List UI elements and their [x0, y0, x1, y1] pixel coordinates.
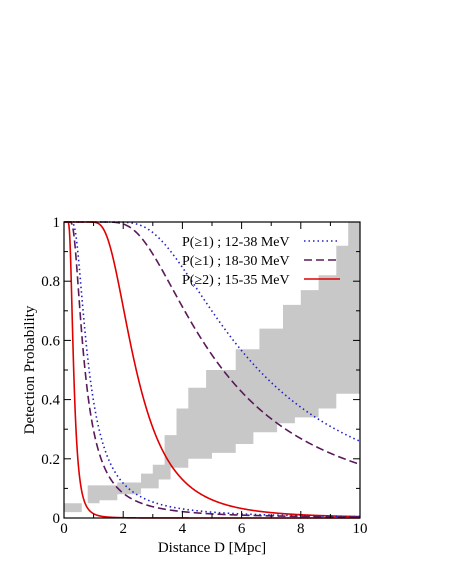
legend-entry: P(≥2) ; 15-35 MeV	[182, 273, 340, 288]
ticks-layer: 0 2 4 6 8 10 0 0.2 0.4 0.6 0.8 1	[41, 215, 367, 537]
x-tick-label: 6	[238, 521, 246, 537]
x-tick-label: 10	[353, 521, 368, 537]
y-tick-label: 0	[53, 511, 61, 527]
y-tick-label: 0.6	[41, 333, 60, 349]
x-tick-label: 8	[297, 521, 305, 537]
y-tick-label: 0.2	[41, 452, 60, 468]
x-tick-label: 0	[60, 521, 68, 537]
plot-area: 0 2 4 6 8 10 0 0.2 0.4 0.6 0.8 1	[41, 215, 367, 537]
legend-entry: P(≥1) ; 12-38 MeV	[182, 235, 340, 250]
legend-entry: P(≥1) ; 18-30 MeV	[182, 254, 340, 269]
uncertainty-band	[64, 222, 360, 513]
legend: P(≥1) ; 12-38 MeV P(≥1) ; 18-30 MeV P(≥2…	[182, 235, 340, 288]
legend-label: P(≥2) ; 15-35 MeV	[182, 273, 290, 288]
series-line	[64, 221, 361, 518]
y-axis-label: Detection Probability	[22, 305, 38, 434]
x-tick-label: 4	[179, 521, 187, 537]
series-line	[64, 221, 361, 443]
x-tick-label: 2	[119, 521, 127, 537]
series-line	[65, 221, 361, 518]
legend-label: P(≥1) ; 18-30 MeV	[182, 254, 290, 269]
y-tick-label: 0.4	[41, 393, 60, 409]
y-tick-label: 1	[53, 215, 61, 231]
legend-label: P(≥1) ; 12-38 MeV	[182, 235, 290, 250]
y-tick-label: 0.8	[41, 274, 60, 290]
x-axis-label: Distance D [Mpc]	[158, 540, 266, 556]
